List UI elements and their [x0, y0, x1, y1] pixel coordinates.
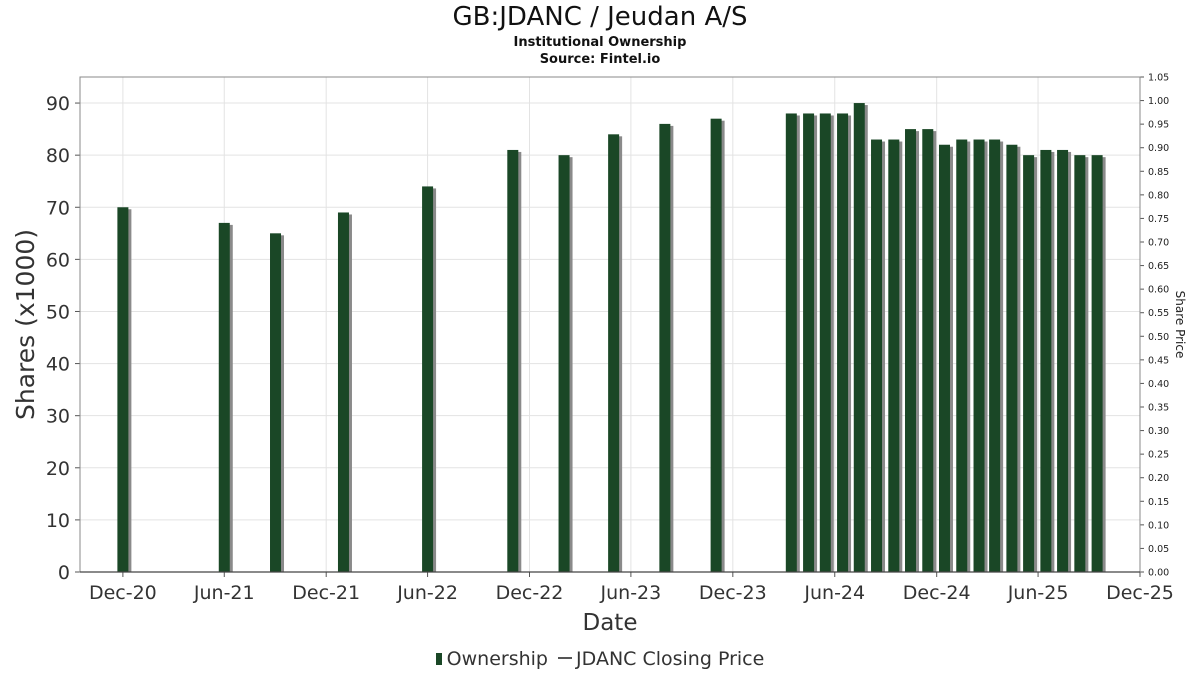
- y-tick-label: 10: [46, 510, 70, 532]
- chart-subtitle: Institutional Ownership: [513, 35, 687, 50]
- y2-tick-label: 0.60: [1148, 285, 1169, 296]
- y2-tick-label: 0.40: [1148, 379, 1169, 390]
- y2-tick-label: 0.35: [1148, 403, 1169, 414]
- x-tick-label: Jun-25: [1007, 582, 1069, 604]
- ownership-bar: [270, 233, 282, 572]
- ownership-bar: [608, 134, 620, 572]
- ownership-bar: [973, 139, 985, 573]
- legend-label-closing-price: JDANC Closing Price: [576, 648, 765, 670]
- y2-tick-label: 0.55: [1148, 308, 1169, 319]
- ownership-bar: [117, 207, 129, 572]
- x-tick-label: Dec-22: [496, 582, 564, 604]
- ownership-bar: [659, 123, 671, 572]
- x-tick-label: Dec-20: [89, 582, 157, 604]
- ownership-bar: [853, 103, 865, 572]
- ownership-bar: [803, 113, 815, 572]
- ownership-chart: 0 10 20 30 40 50 60 70 80 90 Dec-20 Jun-21 Dec-21 Jun…: [11, 73, 1187, 637]
- y-tick-label: 20: [46, 458, 70, 480]
- ownership-bar: [956, 139, 968, 573]
- ownership-bar: [1074, 155, 1086, 572]
- legend-swatch-closing-price: [558, 657, 573, 659]
- ownership-bar: [837, 113, 849, 572]
- y-axis-title: Shares (x1000): [11, 229, 40, 420]
- y-tick-label: 80: [46, 145, 70, 167]
- ownership-bar: [819, 113, 831, 572]
- y2-tick-label: 0.75: [1148, 214, 1169, 225]
- legend-label-ownership: Ownership: [446, 648, 548, 670]
- y2-tick-label: 0.25: [1148, 450, 1169, 461]
- ownership-bar: [989, 139, 1001, 573]
- ownership-bar: [1023, 155, 1035, 572]
- legend: Ownership JDANC Closing Price: [0, 648, 1200, 670]
- ownership-bar: [1057, 149, 1069, 572]
- y2-tick-label: 1.05: [1148, 73, 1169, 84]
- x-tick-label: Dec-24: [903, 582, 971, 604]
- x-tick-label: Dec-21: [292, 582, 360, 604]
- y2-tick-label: 0.05: [1148, 544, 1169, 555]
- x-tick-label: Jun-23: [600, 582, 662, 604]
- ownership-bar: [871, 139, 883, 573]
- chart-source: Source: Fintel.io: [539, 52, 661, 67]
- ownership-bar: [218, 222, 230, 573]
- y2-tick-label: 0.70: [1148, 238, 1169, 249]
- y2-axis-title: Share Price: [1173, 291, 1187, 359]
- legend-item-ownership[interactable]: Ownership: [435, 648, 548, 670]
- ownership-bar: [337, 212, 349, 572]
- ownership-bar: [905, 129, 917, 572]
- ownership-bar: [785, 113, 797, 572]
- y2-tick-label: 0.80: [1148, 190, 1169, 201]
- x-axis-title: Date: [583, 610, 638, 636]
- y2-tick-label: 0.45: [1148, 355, 1169, 366]
- ownership-bar: [558, 155, 570, 572]
- y-tick-label: 60: [46, 249, 70, 271]
- x-tick-label: Jun-24: [803, 582, 865, 604]
- y2-tick-label: 0.20: [1148, 473, 1169, 484]
- y2-tick-label: 0.50: [1148, 332, 1169, 343]
- ownership-bar: [888, 139, 900, 573]
- x-tick-label: Dec-23: [699, 582, 767, 604]
- x-tick-label: Jun-21: [193, 582, 255, 604]
- y-tick-label: 30: [46, 406, 70, 428]
- y2-tick-label: 0.10: [1148, 520, 1169, 531]
- ownership-bar: [710, 118, 722, 573]
- y-tick-label: 70: [46, 197, 70, 219]
- legend-item-closing-price[interactable]: JDANC Closing Price: [558, 648, 764, 670]
- y2-tick-label: 0.15: [1148, 497, 1169, 508]
- ownership-bar: [507, 149, 519, 572]
- y2-tick-label: 0.00: [1148, 568, 1169, 579]
- y2-tick-label: 0.30: [1148, 426, 1169, 437]
- ownership-bar: [1006, 144, 1018, 572]
- y2-tick-label: 0.95: [1148, 120, 1169, 131]
- ownership-bar: [922, 129, 934, 572]
- ownership-bar: [422, 186, 434, 572]
- y-tick-label: 40: [46, 354, 70, 376]
- y-tick-label: 0: [58, 562, 70, 584]
- x-tick-label: Jun-22: [396, 582, 458, 604]
- x-tick-label: Dec-25: [1106, 582, 1174, 604]
- legend-swatch-ownership: [435, 653, 442, 665]
- y2-tick-label: 0.65: [1148, 261, 1169, 272]
- y2-tick-label: 0.85: [1148, 167, 1169, 178]
- y2-tick-label: 1.00: [1148, 96, 1169, 107]
- y-tick-label: 50: [46, 301, 70, 323]
- ownership-bar: [938, 144, 950, 572]
- y-tick-label: 90: [46, 93, 70, 115]
- ownership-bar: [1091, 155, 1103, 572]
- chart-title: GB:JDANC / Jeudan A/S: [452, 2, 748, 32]
- ownership-bar: [1040, 149, 1052, 572]
- y2-tick-label: 0.90: [1148, 143, 1169, 154]
